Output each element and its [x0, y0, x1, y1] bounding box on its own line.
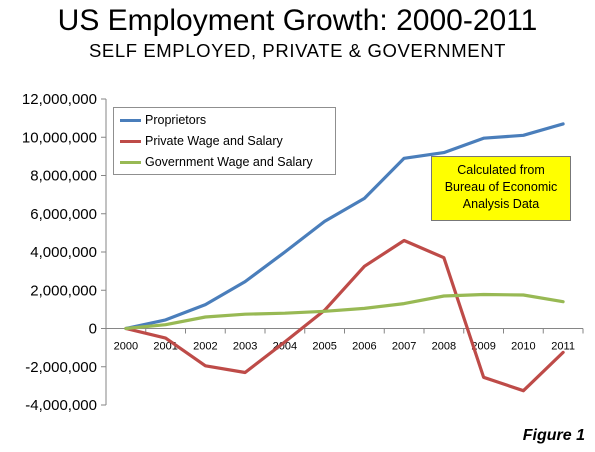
x-tick-label: 2011	[551, 341, 575, 353]
chart-title: US Employment Growth: 2000-2011	[57, 4, 538, 37]
y-tick-label: 4,000,000	[30, 244, 97, 261]
legend-swatch-private	[120, 140, 141, 143]
y-tick-label: 6,000,000	[30, 206, 97, 223]
series-line-government-wage-and-salary	[124, 292, 565, 331]
x-tick-label: 2009	[471, 341, 495, 353]
y-tick-label: 0	[89, 321, 97, 338]
annotation-line: Calculated from	[457, 163, 545, 177]
source-annotation: Calculated from Bureau of Economic Analy…	[431, 156, 571, 221]
x-tick-label: 2010	[511, 341, 535, 353]
x-tick-label: 2006	[352, 341, 376, 353]
x-tick-label: 2008	[432, 341, 456, 353]
x-tick-label: 2004	[273, 341, 297, 353]
y-axis-ticks: -4,000,000 -2,000,000 0 2,000,000 4,000,000 6…	[22, 91, 106, 414]
annotation-line: Analysis Data	[462, 197, 540, 211]
x-tick-label: 2003	[233, 341, 257, 353]
x-axis-ticks: 2000 2001 2002 2003 2004 2005 2006 2007 2008 2009…	[105, 328, 584, 353]
figure-label: Figure 1	[522, 427, 585, 444]
x-tick-label: 2002	[193, 341, 217, 353]
y-tick-label: 12,000,000	[22, 91, 97, 108]
y-tick-label: -2,000,000	[25, 359, 97, 376]
chart-subtitle: SELF EMPLOYED, PRIVATE & GOVERNMENT	[88, 40, 507, 61]
series-line-proprietors	[124, 122, 565, 331]
x-tick-label: 2007	[392, 341, 416, 353]
chart-series	[124, 122, 565, 393]
legend-label: Private Wage and Salary	[145, 134, 283, 148]
chart-legend: Proprietors Private Wage and Salary Gove…	[113, 107, 336, 175]
annotation-line: Bureau of Economic	[444, 180, 558, 194]
x-tick-label: 2005	[312, 341, 336, 353]
y-tick-label: 8,000,000	[30, 168, 97, 185]
y-tick-label: 10,000,000	[22, 129, 97, 146]
y-tick-label: -4,000,000	[25, 397, 97, 414]
legend-label: Government Wage and Salary	[145, 155, 313, 169]
legend-label: Proprietors	[145, 113, 207, 127]
y-tick-label: 2,000,000	[30, 282, 97, 299]
legend-swatch-proprietors	[120, 119, 141, 122]
series-line-private-wage-and-salary	[124, 238, 565, 393]
x-tick-label: 2000	[114, 341, 138, 353]
legend-swatch-government	[120, 161, 141, 164]
